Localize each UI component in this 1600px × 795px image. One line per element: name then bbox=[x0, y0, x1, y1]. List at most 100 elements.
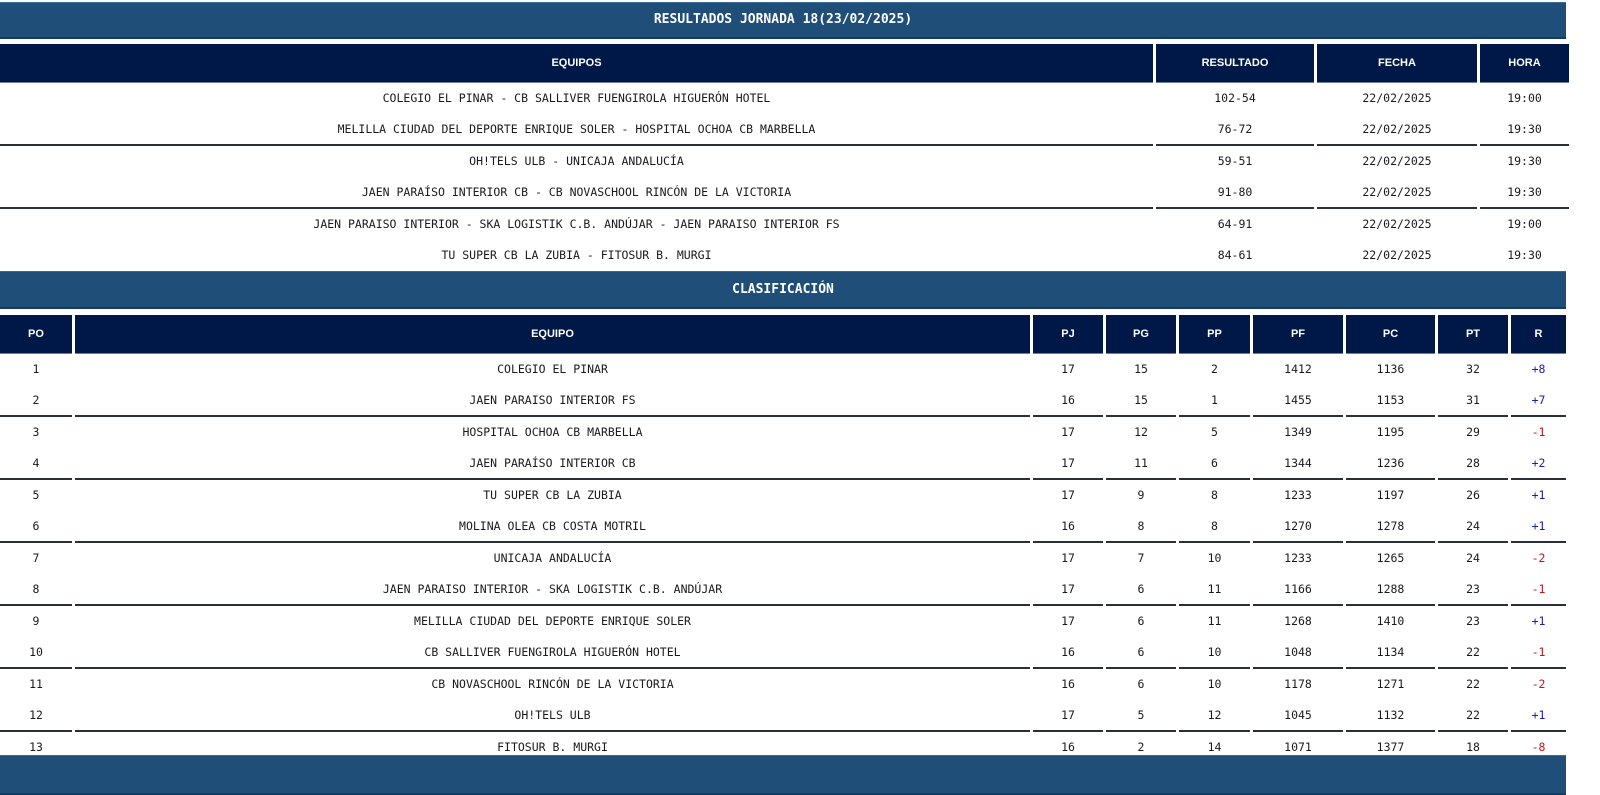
position: 11 bbox=[0, 667, 72, 700]
points-against: 1377 bbox=[1346, 730, 1435, 763]
team-name: MELILLA CIUDAD DEL DEPORTE ENRIQUE SOLER bbox=[75, 604, 1030, 637]
position: 6 bbox=[32, 518, 40, 533]
team-name: UNICAJA ANDALUCÍA bbox=[75, 541, 1030, 574]
games-lost: 5 bbox=[1179, 415, 1250, 448]
rank-change: +1 bbox=[1531, 518, 1546, 533]
team-name: CB SALLIVER FUENGIROLA HIGUERÓN HOTEL bbox=[424, 644, 681, 659]
games-lost: 10 bbox=[1207, 644, 1222, 659]
total-points: 23 bbox=[1438, 604, 1508, 637]
total-points: 18 bbox=[1438, 730, 1508, 763]
match-teams: JAEN PARAÍSO INTERIOR CB - CB NOVASCHOOL… bbox=[361, 184, 792, 199]
total-points: 26 bbox=[1438, 478, 1508, 511]
col-header-equipos: EQUIPOS bbox=[0, 44, 1153, 83]
match-time: 19:30 bbox=[1507, 184, 1542, 199]
match-teams: OH!TELS ULB - UNICAJA ANDALUCÍA bbox=[0, 144, 1153, 177]
games-played: 17 bbox=[1061, 362, 1075, 377]
results-title-bar: RESULTADOS JORNADA 18(23/02/2025) bbox=[0, 2, 1566, 39]
rank-change: +1 bbox=[1511, 604, 1566, 637]
team-name: OH!TELS ULB bbox=[514, 707, 591, 722]
total-points: 28 bbox=[1466, 455, 1480, 470]
col-header-pc: PC bbox=[1346, 315, 1435, 354]
standings-row: 13 FITOSUR B. MURGI 16 2 14 1071 1377 18 -8 bbox=[0, 730, 1566, 763]
match-time: 19:00 bbox=[1480, 207, 1569, 240]
results-header-row: EQUIPOS RESULTADO FECHA HORA bbox=[0, 44, 1569, 83]
results-table: EQUIPOS RESULTADO FECHA HORA COLEGIO EL … bbox=[0, 44, 1572, 270]
col-header-pf: PF bbox=[1253, 315, 1343, 354]
games-won: 6 bbox=[1106, 604, 1176, 637]
rank-change: -2 bbox=[1511, 667, 1566, 700]
games-won: 12 bbox=[1106, 415, 1176, 448]
games-won: 9 bbox=[1106, 478, 1176, 511]
team-name: CB NOVASCHOOL RINCÓN DE LA VICTORIA bbox=[75, 667, 1030, 700]
standings-row: 9 MELILLA CIUDAD DEL DEPORTE ENRIQUE SOLE… bbox=[0, 604, 1566, 637]
points-against: 1236 bbox=[1376, 455, 1405, 470]
points-for: 1455 bbox=[1284, 392, 1312, 407]
team-name: JAEN PARAISO INTERIOR - SKA LOGISTIK C.B… bbox=[382, 581, 723, 596]
match-teams: JAEN PARAISO INTERIOR - SKA LOGISTIK C.B… bbox=[0, 207, 1153, 240]
standings-row: 10 CB SALLIVER FUENGIROLA HIGUERÓN HOTEL 1… bbox=[0, 637, 1566, 668]
points-for: 1166 bbox=[1284, 581, 1312, 596]
rank-change: -1 bbox=[1531, 581, 1546, 596]
results-title: RESULTADOS JORNADA 18(23/02/2025) bbox=[653, 12, 913, 27]
games-lost: 8 bbox=[1179, 478, 1250, 511]
games-played: 17 bbox=[1061, 581, 1075, 596]
position: 5 bbox=[0, 478, 72, 511]
games-won: 11 bbox=[1134, 455, 1148, 470]
games-won: 6 bbox=[1106, 667, 1176, 700]
total-points: 22 bbox=[1466, 644, 1480, 659]
result-row: COLEGIO EL PINAR - CB SALLIVER FUENGIROL… bbox=[0, 83, 1569, 114]
points-against: 1288 bbox=[1376, 581, 1405, 596]
points-for: 1178 bbox=[1253, 667, 1343, 700]
total-points: 32 bbox=[1466, 362, 1480, 377]
points-against: 1134 bbox=[1376, 644, 1405, 659]
match-score: 59-51 bbox=[1156, 144, 1314, 177]
standings-header-row: PO EQUIPO PJ PG PP PF PC PT R bbox=[0, 315, 1566, 354]
total-points: 22 bbox=[1466, 707, 1480, 722]
games-won: 15 bbox=[1134, 362, 1148, 377]
standings-row: 2 JAEN PARAISO INTERIOR FS 16 15 1 1455 1153 31… bbox=[0, 385, 1566, 416]
games-played: 17 bbox=[1033, 415, 1103, 448]
position: 2 bbox=[32, 392, 40, 407]
col-header-equipo: EQUIPO bbox=[75, 315, 1030, 354]
standings-title-bar: CLASIFICACIÓN bbox=[0, 271, 1566, 309]
standings-title: CLASIFICACIÓN bbox=[732, 282, 834, 297]
position: 3 bbox=[0, 415, 72, 448]
standings-row: 11 CB NOVASCHOOL RINCÓN DE LA VICTORIA 16 6… bbox=[0, 667, 1566, 700]
games-lost: 8 bbox=[1211, 518, 1218, 533]
points-for: 1233 bbox=[1253, 478, 1343, 511]
team-name: HOSPITAL OCHOA CB MARBELLA bbox=[75, 415, 1030, 448]
result-row: MELILLA CIUDAD DEL DEPORTE ENRIQUE SOLER… bbox=[0, 114, 1569, 145]
points-for: 1349 bbox=[1253, 415, 1343, 448]
col-header-pp: PP bbox=[1179, 315, 1250, 354]
games-played: 17 bbox=[1033, 541, 1103, 574]
standings-row: 5 TU SUPER CB LA ZUBIA 17 9 8 1233 1197 26 +1 bbox=[0, 478, 1566, 511]
rank-change: +1 bbox=[1511, 478, 1566, 511]
rank-change: +2 bbox=[1531, 455, 1546, 470]
match-time: 19:00 bbox=[1507, 91, 1542, 106]
match-date: 22/02/2025 bbox=[1362, 184, 1432, 199]
total-points: 24 bbox=[1466, 518, 1480, 533]
match-teams: TU SUPER CB LA ZUBIA - FITOSUR B. MURGI bbox=[441, 247, 712, 262]
games-lost: 11 bbox=[1179, 604, 1250, 637]
col-header-hora: HORA bbox=[1480, 44, 1569, 83]
games-won: 6 bbox=[1137, 581, 1145, 596]
col-header-pj: PJ bbox=[1033, 315, 1103, 354]
total-points: 24 bbox=[1438, 541, 1508, 574]
points-for: 1268 bbox=[1253, 604, 1343, 637]
match-date: 22/02/2025 bbox=[1362, 247, 1432, 262]
points-for: 1048 bbox=[1284, 644, 1312, 659]
match-time: 19:30 bbox=[1507, 121, 1542, 136]
total-points: 31 bbox=[1466, 392, 1480, 407]
col-header-fecha: FECHA bbox=[1317, 44, 1477, 83]
match-date: 22/02/2025 bbox=[1317, 144, 1477, 177]
games-won: 2 bbox=[1106, 730, 1176, 763]
points-for: 1412 bbox=[1284, 362, 1312, 377]
rank-change: +7 bbox=[1531, 392, 1546, 407]
points-against: 1136 bbox=[1376, 362, 1405, 377]
col-header-pg: PG bbox=[1106, 315, 1176, 354]
points-for: 1344 bbox=[1284, 455, 1312, 470]
match-teams: MELILLA CIUDAD DEL DEPORTE ENRIQUE SOLER… bbox=[337, 121, 816, 136]
result-row: JAEN PARAISO INTERIOR - SKA LOGISTIK C.B… bbox=[0, 207, 1569, 240]
standings-row: 7 UNICAJA ANDALUCÍA 17 7 10 1233 1265 24 -2 bbox=[0, 541, 1566, 574]
match-score: 91-80 bbox=[1217, 184, 1253, 199]
